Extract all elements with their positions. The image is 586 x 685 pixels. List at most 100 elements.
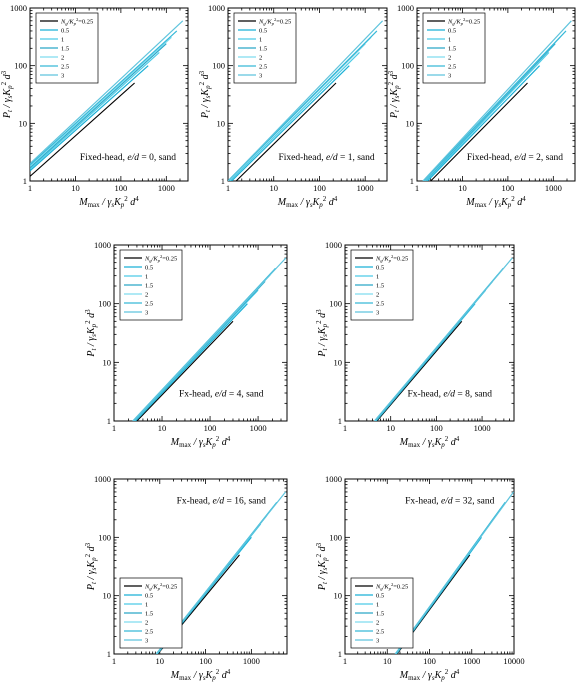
yl-part: d bbox=[200, 73, 211, 82]
series-line bbox=[30, 51, 160, 170]
series-line bbox=[231, 65, 350, 181]
y-axis-label: Pt / γsKp2 d3 bbox=[84, 542, 98, 591]
legend-label: 0.5 bbox=[376, 265, 384, 272]
legend-k: /K bbox=[382, 584, 390, 591]
annotation-text: = 8, sand bbox=[455, 389, 492, 399]
xl-part: K bbox=[113, 197, 122, 208]
x-tick-label: 100 bbox=[313, 183, 326, 193]
x-tick-label: 10 bbox=[156, 656, 165, 666]
y-tick-label: 1000 bbox=[94, 240, 111, 250]
x-axis-label: Mmax / γsKp2 d4 bbox=[170, 668, 231, 682]
y-tick-label: 10 bbox=[217, 118, 226, 128]
yl-part: / γ bbox=[317, 569, 328, 582]
legend-sub: g bbox=[149, 258, 152, 263]
xl-part: d bbox=[448, 670, 457, 681]
legend-label: 1.5 bbox=[259, 46, 267, 53]
yl-part: p bbox=[321, 323, 329, 328]
x-tick-label: 10 bbox=[458, 183, 467, 193]
y-tick-label: 100 bbox=[98, 299, 111, 309]
legend-label: 1.5 bbox=[448, 46, 456, 53]
legend-label: 1 bbox=[145, 274, 148, 281]
legend-n: N bbox=[60, 19, 66, 26]
y-tick-label: 1000 bbox=[10, 3, 27, 13]
yl-part: s bbox=[321, 567, 329, 570]
xl-part: p bbox=[440, 441, 445, 449]
legend-label: 2 bbox=[145, 620, 148, 627]
legend-k: /K bbox=[265, 19, 273, 26]
xl-part: 2 bbox=[445, 435, 449, 443]
yl-part: t bbox=[6, 109, 14, 112]
chart-panel-6: 1 10 100 1000 1 10 100 1000 Fx-head, e/d = 16, s… bbox=[84, 474, 288, 682]
legend-label: 3 bbox=[61, 73, 64, 80]
legend-label: 1 bbox=[145, 602, 148, 609]
yl-part: d bbox=[86, 312, 97, 321]
x-tick-label: 10 bbox=[71, 183, 80, 193]
y-tick-label: 10 bbox=[103, 357, 112, 367]
xl-part: 2 bbox=[124, 195, 128, 203]
legend-sup: 2 bbox=[274, 17, 276, 22]
legend-n: N bbox=[144, 256, 150, 263]
xl-part: 2 bbox=[216, 435, 220, 443]
y-axis-label: Pt / γsKp2 d3 bbox=[0, 70, 14, 119]
xl-part: M bbox=[399, 670, 409, 681]
legend-box bbox=[422, 12, 486, 84]
yl-part: / γ bbox=[200, 97, 211, 110]
x-tick-label: 1 bbox=[112, 423, 116, 433]
yl-part: 2 bbox=[315, 320, 323, 324]
legend-label: 1 bbox=[376, 274, 379, 281]
legend-label: 2.5 bbox=[376, 301, 384, 308]
legend-label: 3 bbox=[145, 638, 148, 645]
series-group bbox=[373, 257, 513, 421]
yl-part: p bbox=[90, 557, 98, 562]
yl-part: d bbox=[2, 73, 13, 82]
plot-frame bbox=[113, 244, 288, 422]
legend-sub: p bbox=[388, 586, 392, 591]
legend-label: 1 bbox=[376, 602, 379, 609]
yl-part: P bbox=[389, 112, 400, 119]
yl-part: P bbox=[317, 584, 328, 591]
series-line bbox=[427, 65, 541, 181]
xl-part: M bbox=[78, 197, 88, 208]
legend-label: 2.5 bbox=[61, 64, 69, 71]
y-tick-label: 100 bbox=[98, 532, 111, 542]
yl-part: 2 bbox=[387, 81, 395, 85]
legend-sub: g bbox=[452, 21, 455, 26]
x-axis-label: Mmax / γsKp2 d4 bbox=[170, 435, 231, 449]
series-line bbox=[30, 82, 135, 177]
annotation-italic: e/d bbox=[441, 497, 453, 507]
xl-part: 4 bbox=[227, 668, 231, 676]
yl-part: d bbox=[317, 545, 328, 554]
x-tick-label: 1 bbox=[343, 423, 347, 433]
legend-label: 3 bbox=[376, 310, 379, 317]
x-tick-label: 1 bbox=[415, 183, 419, 193]
legend-label: 2 bbox=[61, 55, 64, 62]
legend-value: =0.25 bbox=[465, 19, 480, 26]
x-tick-label: 100 bbox=[502, 183, 515, 193]
annotation-text: = 2, sand bbox=[526, 153, 563, 163]
xl-part: p bbox=[318, 201, 323, 209]
xl-part: K bbox=[312, 197, 321, 208]
legend-label: 3 bbox=[376, 638, 379, 645]
panel-annotation: Fixed-head, e/d = 0, sand bbox=[80, 153, 176, 163]
legend: Ng/Kp2=0.250.511.522.53 bbox=[350, 577, 414, 649]
yl-part: d bbox=[389, 73, 400, 82]
x-tick-label: 100 bbox=[199, 656, 212, 666]
legend-label: Ng/Kp2=0.25 bbox=[375, 582, 408, 591]
yl-part: K bbox=[317, 560, 328, 569]
series-group bbox=[30, 20, 184, 177]
yl-part: d bbox=[86, 545, 97, 554]
legend-sub: p bbox=[460, 21, 464, 26]
xl-part: max bbox=[88, 201, 101, 209]
legend-label: 2.5 bbox=[259, 64, 267, 71]
x-tick-label: 1000 bbox=[250, 423, 267, 433]
series-line bbox=[30, 43, 167, 169]
x-tick-label: 10 bbox=[269, 183, 278, 193]
xl-part: max bbox=[179, 674, 192, 682]
y-tick-label: 100 bbox=[212, 61, 225, 71]
series-line bbox=[235, 82, 337, 181]
xl-part: s bbox=[432, 441, 435, 449]
y-axis-label: Pt / γsKp2 d3 bbox=[315, 542, 329, 591]
y-tick-label: 1000 bbox=[325, 240, 342, 250]
yl-part: t bbox=[321, 581, 329, 584]
x-tick-label: 1000 bbox=[463, 656, 480, 666]
